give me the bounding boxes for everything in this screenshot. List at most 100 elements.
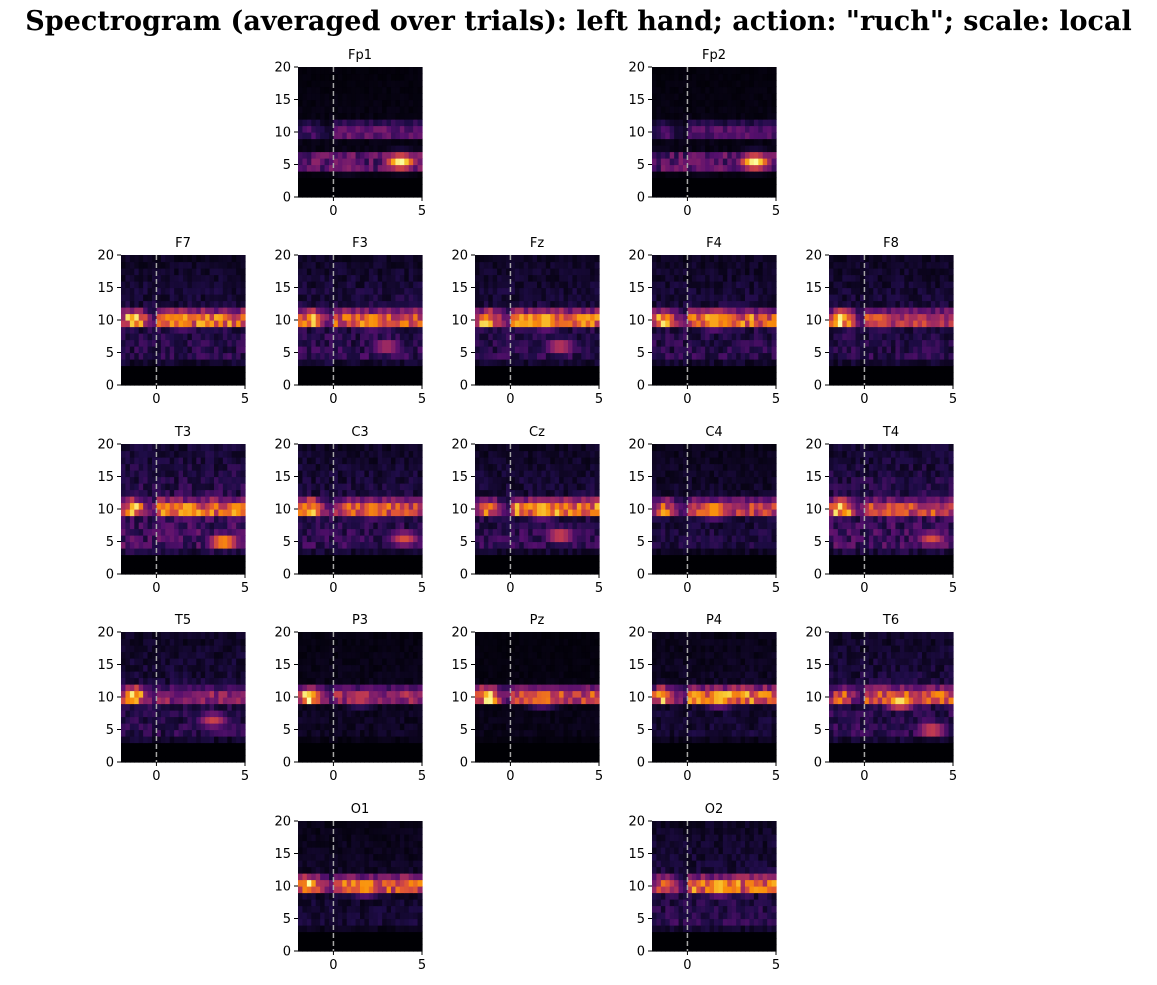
heatmap-cell: [346, 125, 352, 133]
heatmap-cell: [594, 372, 600, 380]
heatmap-cell: [165, 352, 171, 360]
heatmap-cell: [882, 300, 888, 308]
heatmap-cell: [656, 300, 662, 308]
heatmap-cell: [364, 151, 370, 159]
heatmap-cell: [749, 255, 755, 263]
heatmap-cell: [705, 326, 711, 334]
heatmap-cell: [138, 476, 144, 484]
heatmap-cell: [935, 300, 941, 308]
heatmap-cell: [315, 268, 321, 276]
heatmap-cell: [545, 300, 551, 308]
heatmap-cell: [160, 378, 166, 386]
heatmap-cell: [298, 255, 304, 263]
heatmap-cell: [678, 106, 684, 114]
heatmap-cell: [311, 67, 317, 75]
heatmap-cell: [311, 333, 317, 341]
heatmap-cell: [231, 535, 237, 543]
heatmap-cell: [904, 378, 910, 386]
heatmap-cell: [227, 274, 233, 282]
heatmap-cell: [337, 287, 343, 295]
heatmap-cell: [125, 496, 131, 504]
heatmap-cell: [134, 541, 140, 549]
heatmap-cell: [576, 378, 582, 386]
heatmap-cell: [404, 502, 410, 510]
heatmap-cell: [399, 522, 405, 530]
heatmap-cell: [475, 300, 481, 308]
heatmap-cell: [696, 171, 702, 179]
heatmap-cell: [736, 99, 742, 107]
heatmap-cell: [837, 261, 843, 269]
heatmap-cell: [364, 164, 370, 172]
heatmap-cell: [877, 372, 883, 380]
heatmap-cell: [346, 515, 352, 523]
heatmap-cell: [851, 255, 857, 263]
heatmap-cell: [395, 177, 401, 185]
heatmap-cell: [669, 86, 675, 94]
heatmap-cell: [364, 99, 370, 107]
heatmap-cell: [200, 463, 206, 471]
heatmap-cell: [753, 86, 759, 94]
heatmap-cell: [320, 339, 326, 347]
heatmap-cell: [873, 352, 879, 360]
heatmap-cell: [138, 359, 144, 367]
heatmap-cell: [851, 339, 857, 347]
heatmap-cell: [660, 73, 666, 81]
heatmap-cell: [298, 80, 304, 88]
heatmap-cell: [563, 255, 569, 263]
heatmap-cell: [298, 535, 304, 543]
heatmap-cell: [550, 352, 556, 360]
heatmap-cell: [860, 294, 866, 302]
heatmap-cell: [382, 300, 388, 308]
heatmap-cell: [696, 300, 702, 308]
heatmap-cell: [497, 294, 503, 302]
heatmap-cell: [169, 352, 175, 360]
heatmap-cell: [475, 365, 481, 373]
heatmap-cell: [329, 93, 335, 101]
heatmap-cell: [537, 281, 543, 289]
heatmap-cell: [333, 268, 339, 276]
heatmap-cell: [306, 80, 312, 88]
heatmap-cell: [160, 313, 166, 321]
heatmap-cell: [200, 339, 206, 347]
heatmap-cell: [391, 372, 397, 380]
heatmap-cell: [382, 125, 388, 133]
heatmap-cell: [559, 261, 565, 269]
heatmap-cell: [125, 502, 131, 510]
heatmap-cell: [337, 378, 343, 386]
heatmap-cell: [740, 346, 746, 354]
heatmap-cell: [683, 274, 689, 282]
heatmap-cell: [882, 365, 888, 373]
heatmap-cell: [377, 313, 383, 321]
heatmap-cell: [337, 372, 343, 380]
heatmap-cell: [882, 320, 888, 328]
heatmap-cell: [121, 372, 127, 380]
heatmap-cell: [222, 294, 228, 302]
heatmap-cell: [178, 313, 184, 321]
heatmap-cell: [501, 274, 507, 282]
heatmap-cell: [683, 346, 689, 354]
heatmap-cell: [908, 268, 914, 276]
heatmap-cell: [559, 268, 565, 276]
heatmap-cell: [749, 177, 755, 185]
heatmap-cell: [231, 463, 237, 471]
heatmap-cell: [886, 378, 892, 386]
heatmap-cell: [346, 112, 352, 120]
heatmap-cell: [891, 313, 897, 321]
heatmap-cell: [209, 346, 215, 354]
heatmap-cell: [568, 281, 574, 289]
heatmap-cell: [846, 313, 852, 321]
heatmap-cell: [191, 476, 197, 484]
heatmap-cell: [302, 554, 308, 562]
heatmap-cell: [382, 184, 388, 192]
heatmap-cell: [727, 132, 733, 140]
heatmap-cell: [311, 352, 317, 360]
heatmap-cell: [722, 184, 728, 192]
heatmap-cell: [669, 326, 675, 334]
heatmap-cell: [315, 151, 321, 159]
heatmap-cell: [855, 378, 861, 386]
heatmap-cell: [767, 359, 773, 367]
heatmap-cell: [373, 528, 379, 536]
heatmap-cell: [165, 281, 171, 289]
heatmap-cell: [762, 164, 768, 172]
heatmap-cell: [360, 515, 366, 523]
